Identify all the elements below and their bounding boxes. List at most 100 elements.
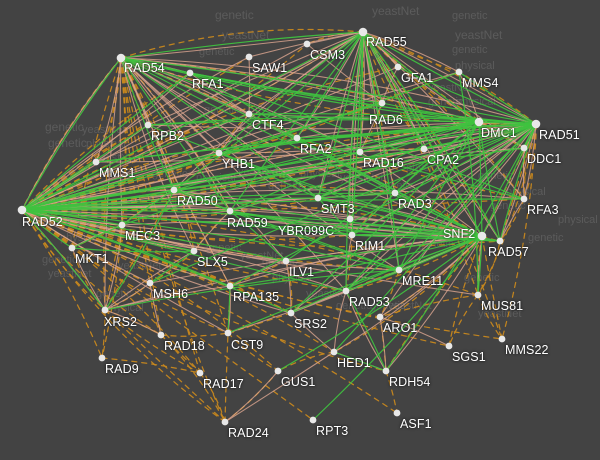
graph-node-xrs2[interactable] xyxy=(101,306,109,314)
edge xyxy=(478,121,483,237)
edge xyxy=(285,121,480,262)
edge xyxy=(21,113,250,211)
graph-node-ddc1[interactable] xyxy=(520,144,528,152)
graph-node-rad16[interactable] xyxy=(356,148,364,156)
graph-node-gus1[interactable] xyxy=(274,367,282,375)
edges-salmon-group xyxy=(21,31,537,423)
edge xyxy=(120,57,195,252)
edge xyxy=(21,66,399,211)
edge xyxy=(21,72,191,211)
edge xyxy=(101,357,201,374)
graph-node-aro1[interactable] xyxy=(376,313,384,321)
graph-node-cpa2[interactable] xyxy=(420,145,428,153)
graph-node-rad24[interactable] xyxy=(221,418,229,426)
graph-node-rad59[interactable] xyxy=(226,207,234,215)
graph-node-msh6[interactable] xyxy=(146,279,154,287)
graph-node-rad50[interactable] xyxy=(170,186,178,194)
edge xyxy=(21,209,106,311)
edge xyxy=(21,209,151,284)
graph-node-rfa3[interactable] xyxy=(520,195,528,203)
graph-node-mkt1[interactable] xyxy=(68,244,76,252)
graph-node-rfa2[interactable] xyxy=(293,134,301,142)
graph-node-mus81[interactable] xyxy=(474,291,482,299)
edge xyxy=(362,31,501,242)
graph-node-ybr099c[interactable] xyxy=(346,215,354,223)
graph-node-rad6[interactable] xyxy=(378,99,386,107)
graph-node-snf2[interactable] xyxy=(477,231,487,241)
graph-node-hed1[interactable] xyxy=(330,348,338,356)
graph-node-rfa1[interactable] xyxy=(186,69,194,77)
edge xyxy=(224,332,229,423)
graph-node-rpa135[interactable] xyxy=(226,282,234,290)
edge xyxy=(147,31,364,126)
graph-node-rad53[interactable] xyxy=(342,287,350,295)
edge xyxy=(477,123,537,296)
graph-node-smt3[interactable] xyxy=(314,194,322,202)
graph-node-rdh54[interactable] xyxy=(382,367,390,375)
edge xyxy=(458,71,480,123)
edge xyxy=(229,123,537,287)
graph-node-gfa1[interactable] xyxy=(394,63,402,71)
graph-node-sgs1[interactable] xyxy=(445,342,453,350)
edge xyxy=(362,31,460,73)
edge xyxy=(229,31,364,212)
edge xyxy=(285,260,292,314)
edge xyxy=(448,235,483,347)
graph-node-slx5[interactable] xyxy=(190,247,198,255)
edge xyxy=(95,123,537,163)
edge xyxy=(120,57,231,212)
edge xyxy=(104,282,151,311)
edge xyxy=(71,224,123,249)
edge xyxy=(21,71,460,211)
edge xyxy=(104,250,195,311)
edge xyxy=(317,192,396,199)
graph-node-rad55[interactable] xyxy=(358,27,368,37)
graph-node-saw1[interactable] xyxy=(245,53,253,61)
graph-node-rad18[interactable] xyxy=(157,331,165,339)
edge xyxy=(227,235,483,334)
edge xyxy=(120,57,396,194)
graph-node-ilv1[interactable] xyxy=(282,257,290,265)
graph-node-asf1[interactable] xyxy=(393,409,401,417)
graph-node-rad51[interactable] xyxy=(531,119,541,129)
graph-node-mms4[interactable] xyxy=(455,68,463,76)
edge xyxy=(21,209,287,262)
graph-node-srs2[interactable] xyxy=(287,309,295,317)
edge xyxy=(398,123,537,271)
graph-node-yhb1[interactable] xyxy=(215,149,223,157)
graph-node-rad9[interactable] xyxy=(98,354,106,362)
edge xyxy=(218,31,364,154)
edge xyxy=(362,31,525,200)
graph-node-rpb2[interactable] xyxy=(144,121,152,129)
graph-node-ctf4[interactable] xyxy=(245,110,253,118)
edge xyxy=(224,370,279,423)
edge xyxy=(199,372,226,423)
graph-node-mms22[interactable] xyxy=(498,335,506,343)
graph-node-rad52[interactable] xyxy=(17,205,27,215)
edge xyxy=(71,247,106,311)
edge xyxy=(379,316,387,372)
edge xyxy=(173,189,483,237)
graph-node-rad3[interactable] xyxy=(391,189,399,197)
graph-node-cst9[interactable] xyxy=(224,329,232,337)
edge xyxy=(398,121,480,271)
graph-node-dmc1[interactable] xyxy=(474,117,484,127)
edge xyxy=(21,124,149,211)
graph-node-rad57[interactable] xyxy=(496,237,504,245)
edge xyxy=(120,57,347,292)
graph-node-rad54[interactable] xyxy=(116,53,126,63)
edge xyxy=(21,209,501,248)
edge xyxy=(21,209,381,318)
nodes-group xyxy=(17,27,541,426)
graph-node-rad17[interactable] xyxy=(196,369,204,377)
graph-node-rim1[interactable] xyxy=(348,231,356,239)
edge xyxy=(499,123,537,242)
graph-node-mms1[interactable] xyxy=(92,158,100,166)
graph-node-csm3[interactable] xyxy=(303,40,311,48)
graph-node-rpt3[interactable] xyxy=(309,416,317,424)
edge xyxy=(21,56,250,211)
graph-node-mec3[interactable] xyxy=(118,221,126,229)
graph-node-mre11[interactable] xyxy=(395,266,403,274)
edge xyxy=(218,113,250,154)
